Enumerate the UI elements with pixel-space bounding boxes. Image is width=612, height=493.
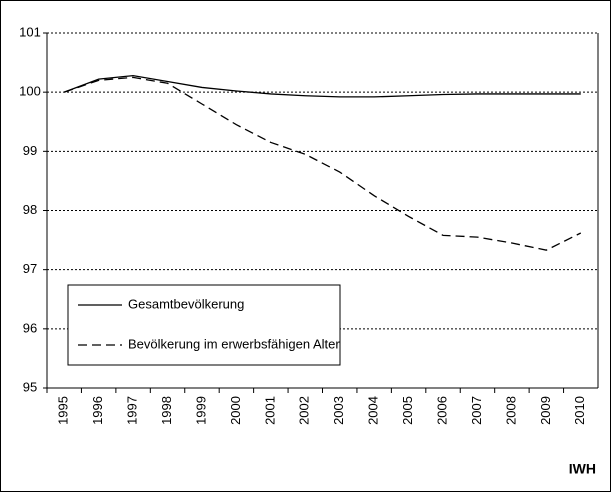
legend-box xyxy=(67,284,341,366)
x-tick-label: 2005 xyxy=(400,396,415,425)
y-tick-label: 97 xyxy=(23,261,37,276)
x-tick-label: 1998 xyxy=(159,396,174,425)
x-tick-label: 1996 xyxy=(90,396,105,425)
y-tick-label: 101 xyxy=(19,24,41,39)
legend-label: Bevölkerung im erwerbsfähigen Alter xyxy=(128,336,340,351)
legend-label: Gesamtbevölkerung xyxy=(128,296,244,311)
x-tick-label: 1997 xyxy=(125,396,140,425)
source-label: IWH xyxy=(569,461,596,477)
y-tick-label: 95 xyxy=(23,379,37,394)
x-tick-label: 2008 xyxy=(503,396,518,425)
x-tick-label: 2010 xyxy=(572,396,587,425)
x-tick-label: 2004 xyxy=(366,396,381,425)
series-line xyxy=(64,76,582,251)
y-tick-label: 96 xyxy=(23,320,37,335)
x-tick-label: 1999 xyxy=(193,396,208,425)
y-tick-label: 98 xyxy=(23,202,37,217)
x-tick-label: 2003 xyxy=(331,396,346,425)
series-line xyxy=(63,74,581,98)
x-tick-label: 2007 xyxy=(469,396,484,425)
x-tick-label: 1995 xyxy=(56,396,71,425)
x-tick-label: 2000 xyxy=(228,396,243,425)
y-tick-label: 100 xyxy=(19,84,41,99)
x-tick-label: 2006 xyxy=(434,396,449,425)
y-tick-label: 99 xyxy=(23,143,37,158)
x-tick-label: 2009 xyxy=(538,396,553,425)
x-tick-label: 2001 xyxy=(262,396,277,425)
x-tick-label: 2002 xyxy=(297,396,312,425)
